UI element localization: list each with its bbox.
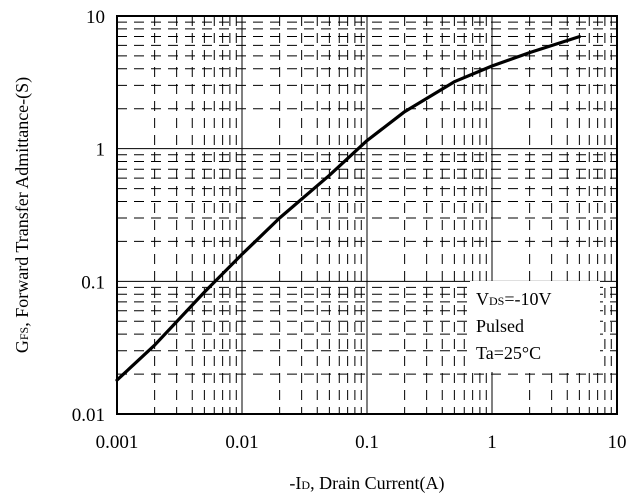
annotation-text: Pulsed (476, 316, 524, 336)
annotation-line: Pulsed (476, 316, 524, 336)
data-point (490, 64, 494, 68)
gfs-curve (115, 35, 581, 382)
data-point (403, 110, 406, 113)
y-tick-label: 0.1 (81, 272, 105, 293)
data-point (328, 174, 331, 177)
annotation-subscript: DS (489, 294, 504, 308)
annotation-line: VDS=-10V (476, 289, 552, 309)
y-tick-labels: 0.01 0.1 1 10 (72, 7, 105, 426)
annotation-text: V (476, 289, 489, 309)
x-axis-label-sub: D (301, 478, 310, 492)
y-tick-label: 10 (86, 7, 105, 28)
data-point (578, 35, 581, 38)
y-axis-label-prefix: G (12, 340, 32, 353)
annotation-text: Ta=25 (476, 343, 522, 363)
annotation-text: °C (522, 343, 541, 363)
data-point (240, 253, 244, 256)
data-point (528, 51, 531, 54)
data-point (365, 139, 369, 142)
y-tick-label: 0.01 (72, 405, 105, 426)
annotation-text: =-10V (504, 289, 551, 309)
y-axis-label-sub: FS (17, 327, 31, 340)
x-tick-label: 0.1 (355, 432, 379, 453)
data-point (203, 290, 206, 294)
data-point (278, 216, 281, 220)
data-point (153, 344, 156, 347)
y-tick-label: 1 (96, 140, 106, 161)
x-tick-label: 1 (487, 432, 497, 453)
annotation-background (470, 281, 600, 372)
x-tick-label: 0.01 (225, 432, 258, 453)
x-tick-labels: 0.001 0.01 0.1 1 10 (96, 432, 627, 453)
y-axis-label: GFS, Forward Transfer Admittance-(S) (12, 77, 33, 353)
data-point (453, 80, 456, 83)
plot-frame (116, 15, 618, 415)
x-axis-label: -ID, Drain Current(A) (289, 473, 444, 494)
x-tick-label: 0.001 (96, 432, 139, 453)
annotation-box: VDS=-10V Pulsed Ta=25°C (476, 289, 552, 363)
x-tick-label: 10 (608, 432, 627, 453)
annotation-line: Ta=25°C (476, 343, 541, 363)
x-axis-label-suffix: , Drain Current(A) (310, 473, 444, 494)
y-axis-label-suffix: , Forward Transfer Admittance-(S) (12, 77, 33, 327)
x-axis-label-prefix: -I (289, 473, 301, 493)
